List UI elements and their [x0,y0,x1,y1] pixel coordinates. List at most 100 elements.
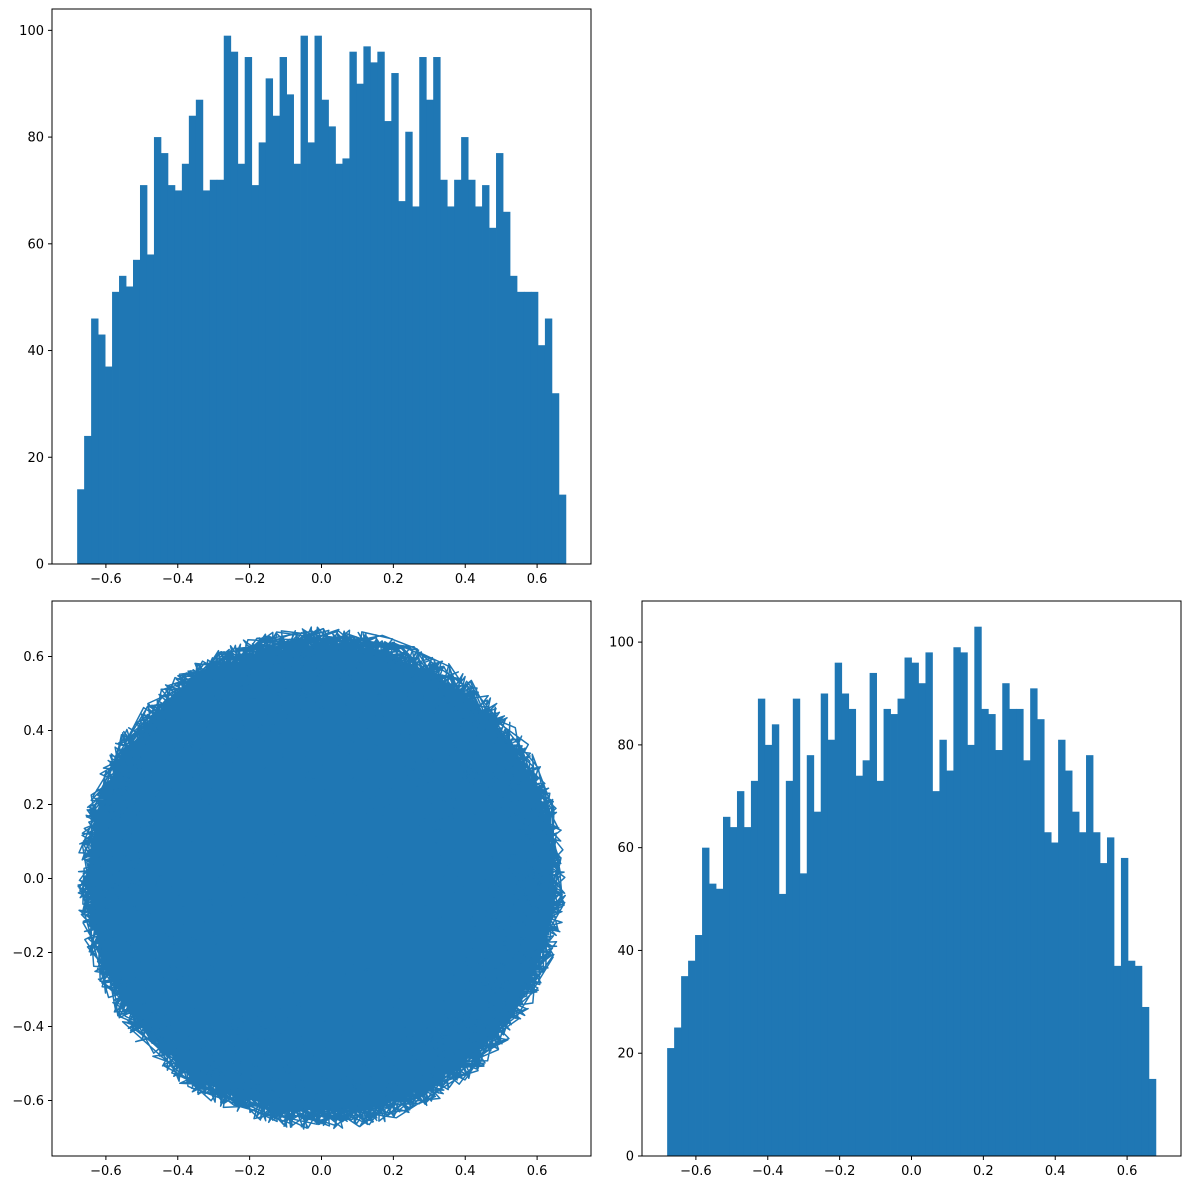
histogram-bar [419,57,427,564]
histogram-bar [709,883,717,1156]
histogram-bar [911,662,919,1156]
histogram-bar [827,739,836,1156]
histogram-bar [356,83,364,565]
histogram-bar [119,275,127,564]
histogram-bar [869,672,877,1156]
histogram-bar [1100,863,1108,1156]
histogram-bar [321,99,329,564]
x-tick-label: −0.4 [162,572,194,587]
histogram-bar [1030,688,1038,1156]
y-tick-label: 60 [617,841,634,856]
y-tick-label: −0.4 [12,1020,44,1035]
histogram-bar [904,657,912,1156]
histogram-bar [681,976,689,1156]
histogram-bar [349,51,357,564]
histogram-bar [91,318,99,564]
histogram-bar [112,291,120,564]
x-tick-label: −0.4 [162,1164,194,1179]
histogram-bar [426,99,434,564]
histogram-bar [251,185,260,565]
histogram-bar [482,185,490,565]
y-tick-label: 40 [617,944,634,959]
y-tick-label: 20 [27,451,44,466]
histogram-bar [1113,965,1122,1156]
histogram-bar [216,179,225,564]
histogram-bar [98,334,106,564]
x-tick-label: 0.6 [527,572,548,587]
x-tick-label: −0.6 [680,1164,712,1179]
histogram-bar [792,698,801,1156]
histogram-bar [544,318,553,564]
histogram-bar [834,662,843,1156]
histogram-bar [258,142,267,564]
histogram-bar [820,693,829,1156]
axes-frame [51,8,592,565]
y-tick-label: 0.4 [23,724,44,739]
histogram-bar [516,291,525,564]
histogram-bar [674,1027,682,1156]
histogram-bar [195,99,204,564]
y-tick-label: −0.2 [12,946,44,961]
histogram-bar [729,827,738,1156]
histogram-bar [489,227,497,565]
histogram-bar [181,163,190,564]
histogram-bar [1079,832,1087,1156]
histogram-bar [1134,965,1143,1156]
histogram-bar [265,78,274,565]
histogram-bar [702,847,710,1156]
y-tick-label: −0.6 [12,1094,44,1109]
histogram-bar [447,206,455,564]
histogram-bar [237,163,246,564]
histogram-bar [1044,832,1052,1156]
histogram-bar [84,435,92,564]
histogram-bar [503,211,511,565]
histogram-bar [1127,960,1136,1156]
histogram-bottom-right: −0.6 −0.4 −0.2 0.0 0.2 0.4 0.6 0 20 40 60 80 100 [609,600,1182,1179]
histogram-bar [77,489,85,564]
x-tick-label: 0.0 [311,572,332,587]
histogram-bar [667,1048,675,1156]
histogram-bar [876,780,884,1156]
histogram-bar [384,121,392,564]
histogram-bar [153,137,162,564]
histogram-bar [461,137,469,564]
histogram-bar [188,115,197,564]
histogram-bar [785,780,794,1156]
histogram-bar [1093,832,1101,1156]
histogram-bar [988,714,996,1156]
histogram-bar [925,652,933,1156]
histogram-bar [757,698,766,1156]
histogram-bar [688,960,696,1156]
histogram-bar [771,724,780,1156]
histogram-bar [133,259,141,564]
x-tick-label: 0.2 [383,572,404,587]
histogram-bar [279,57,287,564]
histogram-bar [1120,857,1129,1156]
histogram-bar [723,816,731,1156]
x-tick-label: 0.4 [1045,1164,1066,1179]
histogram-bar [981,708,989,1156]
y-tick-label: 0 [36,558,44,573]
histogram-bar [160,153,169,564]
x-tick-label: 0.4 [455,1164,476,1179]
x-tick-label: −0.6 [90,572,122,587]
histogram-bar [272,115,281,564]
y-tick-label: 80 [27,131,44,146]
y-tick-label: 100 [609,636,634,651]
trajectory-plot-bottom-left: −0.6 −0.4 −0.2 0.0 0.2 0.4 0.6 −0.6 −0.4 −0.2 0.0 0… [12,600,592,1179]
y-tick-label: 80 [617,738,634,753]
x-tick-label: 0.4 [455,572,476,587]
x-tick-label: −0.2 [824,1164,856,1179]
histogram-bar [897,698,905,1156]
histogram-bar [1023,760,1031,1156]
histogram-bar [1002,683,1010,1156]
histogram-bar [806,755,815,1156]
histogram-bar [496,153,504,564]
histogram-bar [391,73,399,564]
trajectory-line [77,626,566,1130]
histogram-bar [1148,1078,1157,1156]
histogram-bar [454,179,462,564]
x-tick-label: 0.6 [1117,1164,1138,1179]
histogram-bar [510,275,518,564]
histogram-bar [1051,842,1059,1156]
